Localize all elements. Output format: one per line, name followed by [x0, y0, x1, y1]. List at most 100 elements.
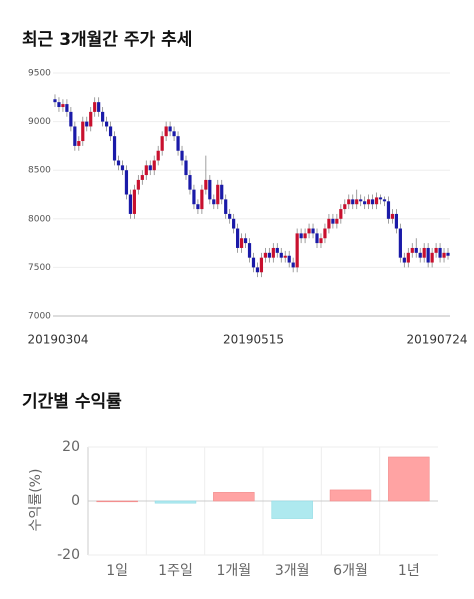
candle-body	[77, 141, 81, 146]
candle-body	[89, 111, 93, 127]
candle-body	[192, 189, 196, 205]
candle-body	[220, 184, 224, 200]
candle-body	[374, 197, 379, 205]
x-tick-label: 1주일	[158, 563, 193, 579]
candle-body	[124, 170, 129, 195]
candle-body	[148, 165, 152, 171]
y-tick-label: 8500	[28, 166, 51, 176]
candle-body	[184, 160, 188, 176]
x-tick-label: 20190515	[223, 333, 284, 347]
candle-body	[69, 111, 73, 127]
candle-body	[243, 238, 248, 244]
candle-body	[319, 238, 323, 244]
candle-body	[216, 184, 220, 205]
candle-body	[160, 136, 164, 151]
candle-body	[128, 194, 133, 214]
candle-body	[168, 126, 172, 132]
candle-body	[104, 121, 109, 127]
candle-body	[188, 175, 192, 190]
candle-body	[303, 233, 307, 239]
candle-body	[442, 252, 446, 258]
x-tick-label: 1일	[106, 563, 128, 579]
candle-body	[120, 165, 125, 171]
candle-body	[355, 199, 359, 205]
candle-body	[438, 247, 442, 258]
candle-body	[287, 255, 291, 263]
candle-body	[367, 199, 371, 205]
y-axis-label: 수익률(%)	[28, 469, 44, 532]
chart-title: 최근 3개월간 주가 추세	[22, 30, 192, 50]
bar	[271, 500, 313, 519]
candle-body	[307, 228, 311, 234]
candle-body	[116, 160, 121, 166]
candle-body	[156, 150, 160, 161]
candle-body	[236, 228, 240, 248]
candle-body	[224, 199, 228, 214]
x-tick-label: 20190304	[27, 333, 88, 347]
chart-title: 기간별 수익률	[22, 392, 122, 412]
candle-body	[267, 252, 271, 258]
candle-body	[382, 199, 387, 202]
candle-body	[259, 257, 264, 273]
candle-body	[323, 228, 327, 239]
candle-body	[410, 247, 414, 253]
candle-body	[228, 213, 232, 219]
candle-body	[390, 213, 395, 219]
candle-body	[299, 233, 303, 239]
candle-body	[108, 126, 113, 137]
candle-body	[335, 218, 339, 224]
candle-body	[446, 252, 450, 256]
y-tick-label: -20	[57, 547, 80, 563]
candle-body	[57, 102, 61, 108]
candle-body	[164, 126, 168, 137]
candle-body	[136, 179, 140, 190]
x-tick-label: 6개월	[333, 563, 368, 579]
x-tick-label: 1년	[398, 563, 420, 579]
bar	[388, 456, 430, 502]
candle-body	[247, 243, 252, 258]
candle-body	[406, 252, 410, 263]
candle-body	[394, 213, 399, 229]
x-tick-label: 20190724	[406, 333, 467, 347]
candle-body	[434, 247, 438, 253]
candle-body	[263, 252, 267, 258]
candle-body	[196, 204, 200, 210]
bar	[154, 500, 197, 504]
candle-body	[359, 199, 363, 202]
candle-body	[418, 252, 422, 258]
x-tick-label: 1개월	[216, 563, 251, 579]
candle-body	[208, 179, 212, 200]
candle-body	[93, 102, 97, 112]
candle-body	[430, 252, 434, 263]
candle-body	[81, 121, 85, 142]
candle-body	[295, 233, 299, 268]
candle-body	[370, 199, 375, 205]
x-tick-label: 3개월	[275, 563, 310, 579]
candle-body	[65, 104, 69, 112]
candle-body	[315, 233, 319, 244]
candle-body	[351, 199, 355, 205]
candle-body	[378, 197, 383, 200]
y-tick-label: 20	[62, 439, 80, 455]
candle-body	[283, 255, 287, 258]
candle-body	[426, 247, 430, 263]
y-tick-label: 9000	[28, 117, 51, 127]
candle-body	[251, 257, 256, 268]
candle-body	[402, 257, 406, 263]
candle-body	[291, 262, 295, 268]
candle-body	[132, 189, 136, 214]
candle-body	[271, 247, 275, 258]
candle-body	[172, 131, 176, 137]
candle-body	[398, 228, 402, 258]
bar	[213, 492, 255, 502]
bar	[96, 500, 138, 503]
candle-body	[363, 201, 367, 205]
bar	[329, 489, 372, 502]
candle-body	[53, 99, 57, 103]
y-tick-label: 8000	[28, 214, 51, 224]
candle-body	[140, 175, 144, 180]
candle-body	[152, 160, 156, 171]
candle-body	[414, 247, 418, 253]
candle-body	[327, 218, 331, 229]
y-tick-label: 0	[71, 493, 80, 509]
